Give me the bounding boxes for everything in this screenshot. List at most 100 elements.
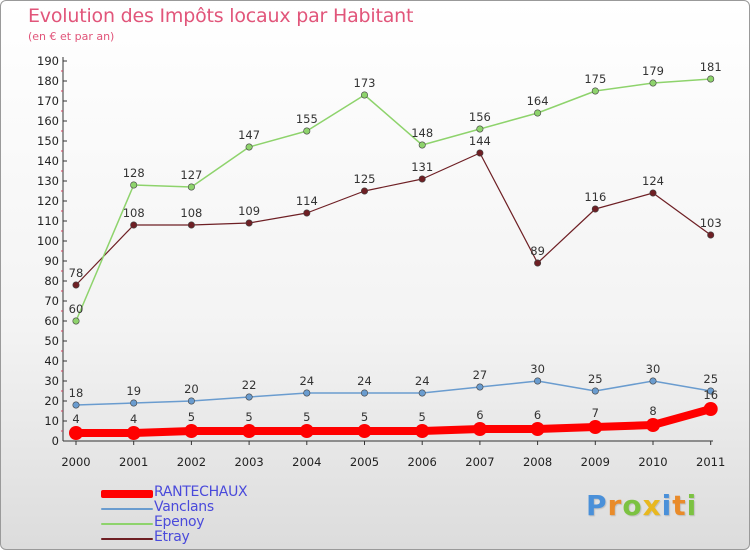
data-point — [530, 422, 545, 436]
data-label: 5 — [245, 410, 252, 424]
data-point — [534, 377, 542, 385]
series-line-vanclans — [75, 380, 712, 406]
data-point — [534, 109, 542, 117]
data-label: 5 — [303, 410, 310, 424]
legend-item: Vanclans — [101, 499, 301, 516]
data-label: 108 — [180, 206, 202, 220]
y-tick-label: 150 — [37, 134, 59, 148]
data-point — [245, 393, 253, 401]
series-line-epenoy — [75, 78, 712, 322]
data-point — [187, 397, 195, 405]
legend-label: Etray — [154, 529, 190, 545]
x-tick-label: 2002 — [177, 455, 206, 469]
data-point — [707, 75, 715, 83]
chart-title: Evolution des Impôts locaux par Habitant — [28, 5, 414, 27]
x-tick-label: 2005 — [350, 455, 379, 469]
data-point — [649, 79, 657, 87]
data-label: 109 — [238, 204, 260, 218]
data-label: 19 — [126, 384, 141, 398]
data-point — [303, 209, 311, 217]
y-tick-label: 50 — [44, 334, 59, 348]
data-point — [649, 377, 657, 385]
logo-letter: P — [586, 489, 608, 522]
data-point — [707, 231, 715, 239]
legend-label: Epenoy — [154, 514, 205, 530]
data-label: 30 — [646, 362, 661, 376]
data-point — [130, 221, 138, 229]
data-point — [591, 87, 599, 95]
data-label: 6 — [534, 408, 541, 422]
data-point — [72, 281, 80, 289]
data-label: 30 — [530, 362, 545, 376]
data-point — [187, 183, 195, 191]
data-label: 25 — [588, 372, 603, 386]
y-tick-label: 160 — [37, 114, 59, 128]
logo-letter: t — [672, 489, 687, 522]
y-tick-label: 180 — [37, 74, 59, 88]
y-tick-label: 130 — [37, 174, 59, 188]
data-point — [303, 127, 311, 135]
logo-letter: i — [686, 489, 698, 522]
data-point — [707, 387, 715, 395]
data-point — [418, 141, 426, 149]
legend-swatch — [101, 538, 153, 540]
data-label: 4 — [72, 412, 79, 426]
data-point — [130, 181, 138, 189]
data-label: 60 — [69, 302, 84, 316]
x-tick-label: 2010 — [638, 455, 667, 469]
legend-item: Etray — [101, 529, 301, 546]
y-tick-label: 60 — [44, 314, 59, 328]
data-label: 173 — [354, 76, 376, 90]
data-point — [184, 424, 199, 438]
data-label: 4 — [130, 412, 137, 426]
data-label: 156 — [469, 110, 491, 124]
data-point — [418, 175, 426, 183]
x-tick-label: 2003 — [234, 455, 263, 469]
data-label: 125 — [354, 172, 376, 186]
data-label: 16 — [703, 388, 718, 402]
x-tick-label: 2009 — [581, 455, 610, 469]
data-point — [245, 219, 253, 227]
x-tick-label: 2007 — [465, 455, 494, 469]
chart-subtitle: (en € et par an) — [28, 30, 115, 43]
data-point — [72, 317, 80, 325]
data-label: 131 — [411, 160, 433, 174]
data-point — [591, 387, 599, 395]
y-tick-label: 190 — [37, 54, 59, 68]
data-point — [588, 420, 603, 434]
data-label: 24 — [415, 374, 430, 388]
data-point — [360, 389, 368, 397]
data-point — [360, 187, 368, 195]
y-tick-label: 90 — [44, 254, 59, 268]
data-label: 155 — [296, 112, 318, 126]
y-tick-label: 80 — [44, 274, 59, 288]
y-tick-label: 140 — [37, 154, 59, 168]
data-label: 25 — [703, 372, 718, 386]
chart-legend: RANTECHAUX Vanclans Epenoy Etray — [101, 484, 301, 546]
data-label: 128 — [123, 166, 145, 180]
legend-label: Vanclans — [154, 499, 214, 515]
data-point — [415, 424, 430, 438]
x-tick-label: 2001 — [119, 455, 148, 469]
legend-label: RANTECHAUX — [154, 484, 248, 500]
y-tick-label: 20 — [44, 394, 59, 408]
logo-letter: x — [642, 489, 662, 522]
data-point — [130, 399, 138, 407]
y-tick-label: 70 — [44, 294, 59, 308]
data-point — [472, 422, 487, 436]
x-tick-label: 2000 — [61, 455, 90, 469]
data-label: 6 — [476, 408, 483, 422]
data-label: 7 — [592, 406, 599, 420]
data-label: 27 — [473, 368, 488, 382]
data-point — [591, 205, 599, 213]
y-tick-label: 10 — [44, 414, 59, 428]
data-label: 114 — [296, 194, 318, 208]
data-label: 181 — [700, 60, 722, 74]
data-label: 24 — [357, 374, 372, 388]
data-point — [646, 418, 660, 432]
data-label: 164 — [527, 94, 549, 108]
data-point — [69, 426, 83, 440]
data-label: 5 — [361, 410, 368, 424]
data-point — [649, 189, 657, 197]
